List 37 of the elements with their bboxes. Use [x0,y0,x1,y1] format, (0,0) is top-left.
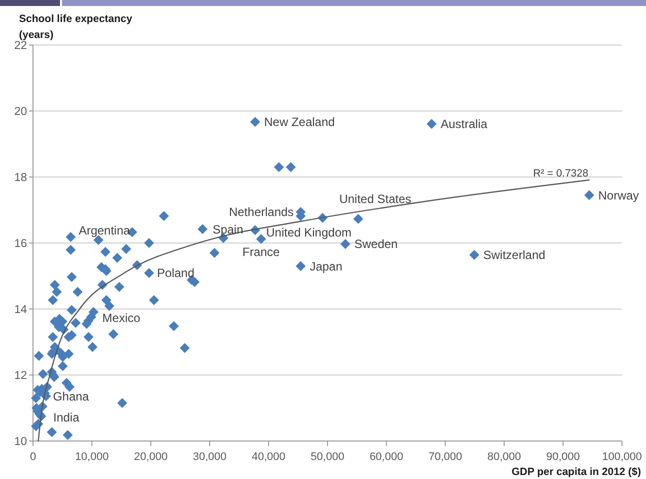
y-axis-title: School life expectancy (years) [19,13,132,41]
annotation: Japan [310,259,342,274]
x-tick-label: 70,000 [428,451,462,463]
annotation: Spain [212,222,244,236]
y-tick-label: 22 [14,40,27,52]
annotation: Ghana [52,389,90,404]
annotation: Argentina [78,223,130,238]
x-tick-label: 90,000 [546,451,580,463]
x-tick-label: 60,000 [370,451,404,463]
y-tick-label: 10 [14,436,27,448]
y-tick-label: 12 [14,370,27,382]
annotation: Mexico [102,311,141,326]
annotation: Poland [157,266,194,280]
annotation: Switzerland [483,248,546,262]
x-tick-label: 0 [30,451,36,463]
x-tick-label: 20,000 [134,451,168,463]
annotation: India [53,410,80,424]
y-tick-label: 14 [14,304,28,316]
x-tick-label: 30,000 [192,451,227,463]
y-tick-label: 18 [14,172,27,184]
y-tick-label: 20 [14,106,27,118]
y-tick-label: 16 [14,238,27,250]
x-axis-title: GDP per capita in 2012 ($) [512,466,641,478]
annotation: R² = 0.7328 [533,167,588,180]
x-tick-label: 100,000 [602,451,642,463]
x-tick-label: 40,000 [252,451,286,463]
annotation: United States [339,192,412,206]
annotation: New Zealand [264,115,335,130]
x-tick-label: 80,000 [487,451,522,463]
x-tick-label: 10,000 [75,451,109,463]
annotation: Netherlands [228,205,294,220]
annotation: France [242,245,280,260]
x-tick-label: 50,000 [310,451,344,463]
annotation: Norway [598,188,639,202]
annotation: Australia [440,117,488,132]
annotation: Sweden [354,237,398,252]
annotation: United Kingdom [266,225,352,240]
